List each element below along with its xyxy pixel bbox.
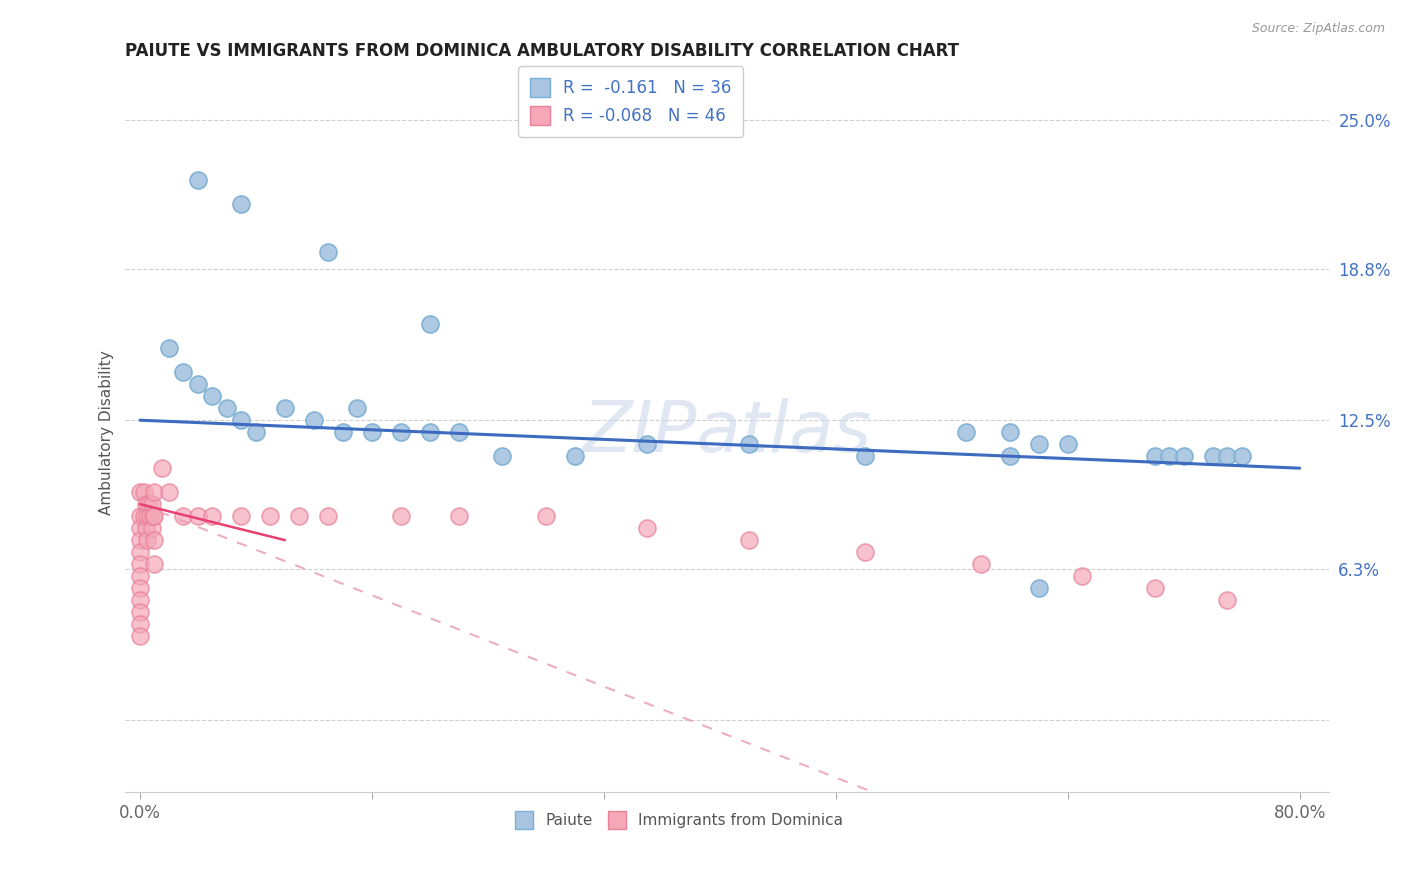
Point — [419, 318, 441, 332]
Point — [134, 509, 156, 524]
Point — [332, 425, 354, 440]
Point — [138, 497, 160, 511]
Point — [201, 509, 224, 524]
Point — [150, 461, 173, 475]
Point — [1230, 449, 1253, 463]
Point — [419, 425, 441, 440]
Point — [361, 425, 384, 440]
Point — [1143, 581, 1166, 595]
Point — [231, 197, 253, 211]
Point — [636, 437, 658, 451]
Point — [142, 509, 165, 524]
Point — [143, 509, 166, 524]
Point — [853, 545, 876, 559]
Point — [738, 533, 761, 548]
Point — [157, 485, 180, 500]
Point — [136, 533, 159, 548]
Point — [274, 401, 297, 416]
Point — [129, 521, 152, 535]
Point — [129, 593, 152, 607]
Point — [136, 509, 159, 524]
Legend: Paiute, Immigrants from Dominica: Paiute, Immigrants from Dominica — [509, 805, 849, 835]
Point — [129, 569, 152, 583]
Point — [998, 425, 1021, 440]
Point — [1143, 449, 1166, 463]
Point — [172, 365, 194, 379]
Point — [129, 629, 152, 643]
Point — [318, 245, 340, 260]
Point — [259, 509, 281, 524]
Point — [447, 425, 470, 440]
Point — [143, 533, 166, 548]
Point — [143, 557, 166, 571]
Point — [1202, 449, 1225, 463]
Point — [1028, 581, 1050, 595]
Point — [157, 341, 180, 355]
Point — [129, 605, 152, 619]
Point — [636, 521, 658, 535]
Point — [1216, 593, 1239, 607]
Point — [134, 485, 156, 500]
Point — [491, 449, 513, 463]
Point — [1028, 437, 1050, 451]
Point — [1071, 569, 1094, 583]
Point — [970, 557, 993, 571]
Text: PAIUTE VS IMMIGRANTS FROM DOMINICA AMBULATORY DISABILITY CORRELATION CHART: PAIUTE VS IMMIGRANTS FROM DOMINICA AMBUL… — [125, 42, 959, 60]
Point — [318, 509, 340, 524]
Point — [129, 581, 152, 595]
Point — [143, 485, 166, 500]
Y-axis label: Ambulatory Disability: Ambulatory Disability — [100, 350, 114, 515]
Text: Source: ZipAtlas.com: Source: ZipAtlas.com — [1251, 22, 1385, 36]
Point — [231, 509, 253, 524]
Point — [135, 521, 157, 535]
Point — [998, 449, 1021, 463]
Text: ZIPatlas: ZIPatlas — [582, 398, 872, 467]
Point — [215, 401, 238, 416]
Point — [129, 509, 152, 524]
Point — [129, 617, 152, 632]
Point — [231, 413, 253, 427]
Point — [245, 425, 267, 440]
Point — [129, 545, 152, 559]
Point — [187, 509, 209, 524]
Point — [564, 449, 586, 463]
Point — [738, 437, 761, 451]
Point — [135, 497, 157, 511]
Point — [447, 509, 470, 524]
Point — [141, 497, 163, 511]
Point — [1056, 437, 1078, 451]
Point — [853, 449, 876, 463]
Point — [141, 521, 163, 535]
Point — [129, 485, 152, 500]
Point — [129, 533, 152, 548]
Point — [389, 425, 412, 440]
Point — [187, 377, 209, 392]
Point — [1216, 449, 1239, 463]
Point — [129, 557, 152, 571]
Point — [139, 509, 162, 524]
Point — [346, 401, 368, 416]
Point — [389, 509, 412, 524]
Point — [201, 389, 224, 403]
Point — [302, 413, 325, 427]
Point — [288, 509, 311, 524]
Point — [1173, 449, 1195, 463]
Point — [1159, 449, 1181, 463]
Point — [172, 509, 194, 524]
Point — [187, 173, 209, 187]
Point — [955, 425, 977, 440]
Point — [534, 509, 557, 524]
